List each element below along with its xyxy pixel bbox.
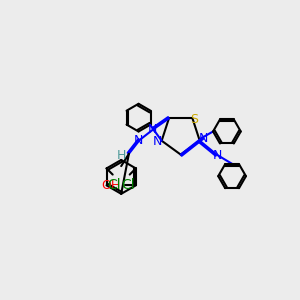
Text: N: N — [148, 123, 158, 136]
Text: Cl: Cl — [107, 178, 121, 192]
Text: N: N — [153, 135, 163, 148]
Text: N: N — [213, 149, 222, 162]
Text: OH: OH — [101, 179, 121, 192]
Text: N: N — [198, 132, 208, 145]
Text: Cl: Cl — [122, 178, 135, 192]
Text: N: N — [134, 134, 144, 147]
Text: S: S — [190, 112, 198, 126]
Text: H: H — [116, 149, 126, 162]
